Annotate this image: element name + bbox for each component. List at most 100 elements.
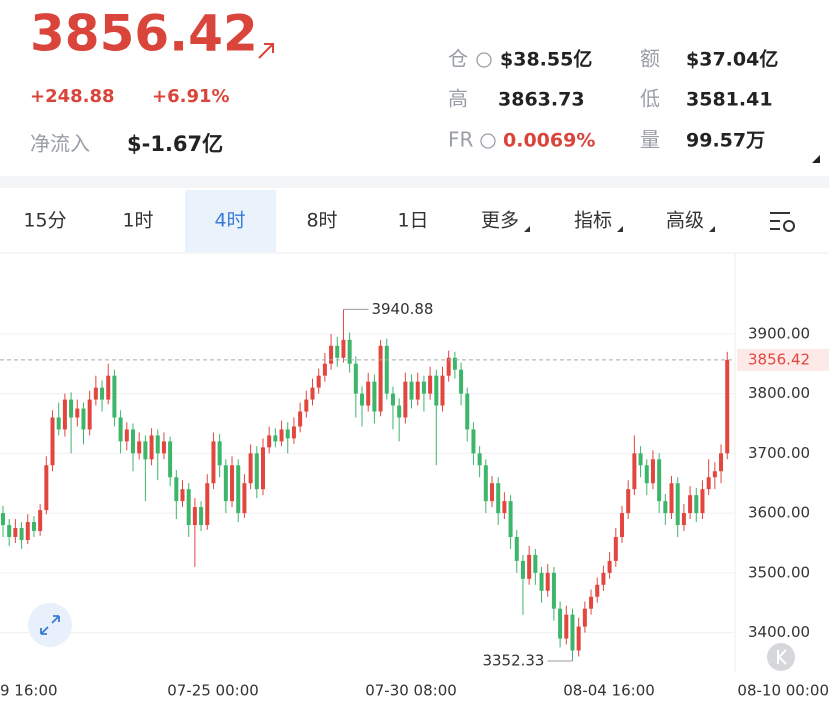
tab-selected-bg: [185, 190, 276, 252]
tab[interactable]: 更多: [481, 210, 519, 232]
tab[interactable]: 15分: [23, 210, 66, 232]
expand-button[interactable]: [28, 603, 72, 647]
candle-body: [589, 596, 594, 609]
candle-body: [366, 381, 371, 406]
tab[interactable]: 4时: [214, 210, 245, 232]
candle-body: [112, 375, 117, 418]
candle-body: [25, 522, 30, 540]
candle-body: [706, 477, 711, 490]
candle-body: [570, 614, 575, 651]
candle-body: [44, 465, 49, 511]
candle-body: [459, 369, 464, 394]
y-tick-label: 3400.00: [748, 623, 810, 641]
candle-body: [372, 381, 377, 412]
stat-value: 0.0069%: [503, 130, 595, 152]
stat-label: 高: [448, 87, 468, 111]
candle-body: [452, 357, 457, 370]
candle-body: [186, 489, 191, 526]
stat-label: 额: [640, 47, 660, 71]
candle-body: [329, 345, 334, 364]
candle-body: [149, 435, 154, 460]
candle-body: [273, 435, 278, 442]
x-tick-label: 08-04 16:00: [563, 682, 655, 700]
candle-body: [545, 572, 550, 591]
settings-icon[interactable]: [770, 212, 795, 232]
candle-body: [130, 429, 135, 454]
candle-body: [384, 345, 389, 394]
candle-body: [477, 453, 482, 466]
candle-body: [322, 363, 327, 376]
candle-body: [390, 393, 395, 406]
candle-body: [1, 513, 5, 526]
candle-body: [236, 465, 241, 514]
candle-body: [199, 507, 204, 526]
candle-body: [242, 483, 247, 514]
candle-body: [626, 489, 631, 514]
candle-body: [75, 408, 80, 418]
candle-body: [490, 483, 495, 502]
candle-body: [378, 345, 383, 412]
candle-body: [725, 359, 730, 454]
candle-body: [465, 393, 470, 430]
candle-body: [607, 560, 612, 573]
tab[interactable]: 1时: [122, 210, 153, 232]
last-price: 3856.42: [30, 5, 258, 63]
candle-body: [192, 507, 197, 526]
tab[interactable]: 8时: [306, 210, 337, 232]
candle-body: [205, 483, 210, 526]
x-tick-label: 07-30 08:00: [365, 682, 457, 700]
candle-body: [700, 489, 705, 514]
stat-value: 3863.73: [498, 89, 585, 111]
candle-body: [360, 393, 365, 406]
candle-body: [31, 522, 36, 532]
tab-caret: [524, 226, 530, 232]
candle-body: [421, 381, 426, 394]
stat-value: $38.55亿: [500, 48, 592, 71]
candle-body: [632, 453, 637, 490]
candle-body: [471, 429, 476, 454]
candle-body: [310, 387, 315, 400]
tab[interactable]: 指标: [574, 210, 612, 232]
tabs: 15分 1时 4时 8时 1日 更多 指标 高级: [23, 210, 715, 232]
stat-label: 低: [640, 87, 660, 111]
stat-label: 量: [640, 128, 660, 152]
candle-body: [663, 501, 668, 514]
info-icon: [476, 52, 492, 68]
candle-body: [118, 417, 123, 442]
net-inflow: $-1.67亿: [127, 132, 223, 156]
tab[interactable]: 1日: [397, 210, 428, 232]
candle-body: [508, 501, 513, 537]
candle-body: [62, 399, 67, 430]
candle-body: [576, 626, 581, 651]
candle-body: [353, 363, 358, 394]
candle-body: [620, 513, 624, 537]
net-inflow-label: 净流入: [30, 132, 90, 156]
candle-body: [223, 465, 228, 502]
candle-body: [254, 453, 259, 490]
candle-body: [514, 536, 519, 561]
candle-body: [335, 345, 340, 358]
candle-body: [180, 489, 185, 502]
tab-caret: [617, 226, 623, 232]
candle-body: [137, 441, 142, 454]
candle-body: [100, 387, 105, 400]
candle-body: [230, 465, 235, 502]
candle-body: [211, 441, 216, 484]
y-tick-label: 3500.00: [748, 563, 810, 581]
corner-triangle: [812, 155, 820, 163]
candle-body: [50, 417, 55, 466]
candle-body: [613, 536, 618, 561]
tab[interactable]: 高级: [666, 210, 704, 232]
y-tick-label: 3600.00: [748, 504, 810, 522]
y-tick-label: 3800.00: [748, 384, 810, 402]
candle-body: [279, 429, 284, 442]
k-button[interactable]: [767, 643, 795, 671]
candle-body: [19, 528, 24, 540]
candle-body: [551, 572, 556, 609]
candle-body: [650, 459, 655, 484]
candle-body: [304, 399, 309, 412]
candle-body: [155, 435, 160, 454]
candle-body: [291, 426, 296, 439]
